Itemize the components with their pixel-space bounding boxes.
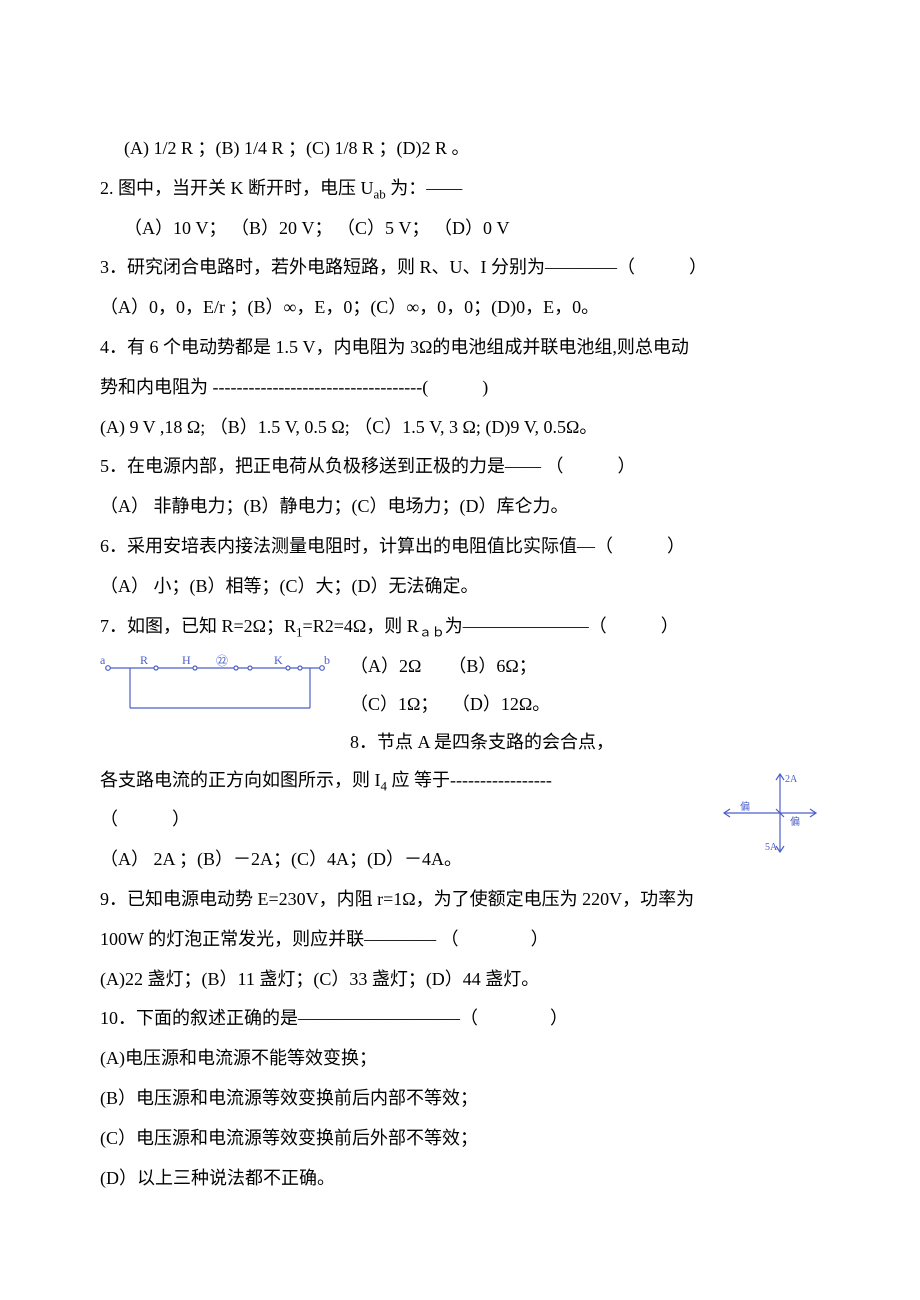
q7-stem-mid: =R2=4Ω，则 R (303, 616, 419, 636)
q8-stem-post: 应 等于----------------- (387, 770, 552, 790)
q4-options: (A) 9 V ,18 Ω; （B）1.5 V, 0.5 Ω; （C）1.5 V… (100, 409, 820, 447)
q2-stem-post: 为：—— (386, 178, 463, 198)
q8-node-diagram: 2A 偏 偏 5A (720, 770, 820, 856)
q7-label-K: K (274, 653, 283, 667)
q10-stem: 10．下面的叙述正确的是—————————（ ） (100, 1000, 820, 1038)
q3-options: （A）0，0，E/r ；(B）∞，E，0；(C）∞，0，0；(D)0，E，0。 (100, 289, 820, 327)
q5-stem: 5．在电源内部，把正电荷从负极移送到正极的力是—— （ ） (100, 448, 820, 486)
q8-options: （A） 2A ；(B）－2A；(C）4A；(D）－4A。 (100, 841, 820, 879)
q7-options-box: （A）2Ω （B）6Ω； （C）1Ω； （D）12Ω。 8．节点 A 是四条支路… (350, 648, 820, 762)
q10-opt-a: (A)电压源和电流源不能等效变换； (100, 1040, 820, 1078)
q8-paren: （ ） (100, 801, 820, 839)
q10-opt-c: (C）电压源和电流源等效变换前后外部不等效； (100, 1120, 820, 1158)
q8-wrapper: 2A 偏 偏 5A 各支路电流的正方向如图所示，则 I4 应 等于-------… (100, 762, 820, 840)
q2-stem: 2. 图中，当开关 K 断开时，电压 Uab 为：—— (100, 170, 820, 208)
q4-stem-a: 4．有 6 个电动势都是 1.5 V，内电阻为 3Ω的电池组成并联电池组,则总电… (100, 329, 820, 367)
q6-options: （A） 小；(B）相等；(C）大；(D）无法确定。 (100, 568, 820, 606)
q9-stem-a: 9．已知电源电动势 E=230V，内阻 r=1Ω，为了使额定电压为 220V，功… (100, 881, 820, 919)
q8-label-left: 偏 (740, 800, 750, 813)
q8-diagram-box: 2A 偏 偏 5A (720, 770, 820, 870)
q10-opt-b: (B）电压源和电流源等效变换前后内部不等效； (100, 1080, 820, 1118)
q8-label-up: 2A (785, 774, 798, 785)
q7-stem: 7．如图，已知 R=2Ω；R1=R2=4Ω，则 Rａｂ为———————（ ） (100, 608, 820, 646)
q7-label-a: a (100, 653, 106, 667)
q2-stem-pre: 2. 图中，当开关 K 断开时，电压 U (100, 178, 374, 198)
q7-stem-sub2: ａｂ (419, 624, 445, 639)
q1-options: (A) 1/2 R ；(B) 1/4 R ；(C) 1/8 R ；(D)2 R … (100, 130, 820, 168)
q7-circuit-box: a b R H ㉒ K (100, 648, 330, 740)
q7-options-b: （C）1Ω； （D）12Ω。 (350, 686, 820, 722)
q7-label-R: R (140, 653, 148, 667)
q6-stem: 6．采用安培表内接法测量电阻时，计算出的电阻值比实际值—（ ） (100, 528, 820, 566)
q8-lead: 8．节点 A 是四条支路的会合点， (350, 724, 820, 760)
q5-options: （A） 非静电力；(B）静电力；(C）电场力；(D）库仑力。 (100, 488, 820, 526)
q7-row: a b R H ㉒ K （A）2Ω （B）6Ω； （C）1Ω； （D）12Ω。 … (100, 648, 820, 762)
q7-label-H: H (182, 653, 191, 667)
q7-stem-post: 为———————（ ） (445, 616, 679, 636)
q2-options: （A）10 V； （B）20 V； （C）5 V； （D）0 V (100, 210, 820, 248)
q3-stem: 3．研究闭合电路时，若外电路短路，则 R、U、I 分别为————（ ） (100, 249, 820, 287)
q8-label-right: 偏 (790, 815, 800, 828)
q7-label-b: b (324, 653, 330, 667)
q7-label-mid: ㉒ (216, 654, 228, 668)
q7-circuit-diagram: a b R H ㉒ K (100, 648, 330, 726)
q8-label-down: 5A (765, 842, 778, 853)
q8-stem: 各支路电流的正方向如图所示，则 I4 应 等于----------------- (100, 762, 820, 800)
q2-stem-sub: ab (374, 186, 386, 201)
q8-stem-pre: 各支路电流的正方向如图所示，则 I (100, 770, 381, 790)
q7-stem-pre: 7．如图，已知 R=2Ω；R (100, 616, 296, 636)
q7-options-a: （A）2Ω （B）6Ω； (350, 648, 820, 684)
q9-options: (A)22 盏灯；(B）11 盏灯；(C）33 盏灯；(D）44 盏灯。 (100, 961, 820, 999)
q4-stem-b: 势和内电阻为 ---------------------------------… (100, 369, 820, 407)
q10-opt-d: (D）以上三种说法都不正确。 (100, 1160, 820, 1198)
q9-stem-b: 100W 的灯泡正常发光，则应并联———— （ ） (100, 921, 820, 959)
